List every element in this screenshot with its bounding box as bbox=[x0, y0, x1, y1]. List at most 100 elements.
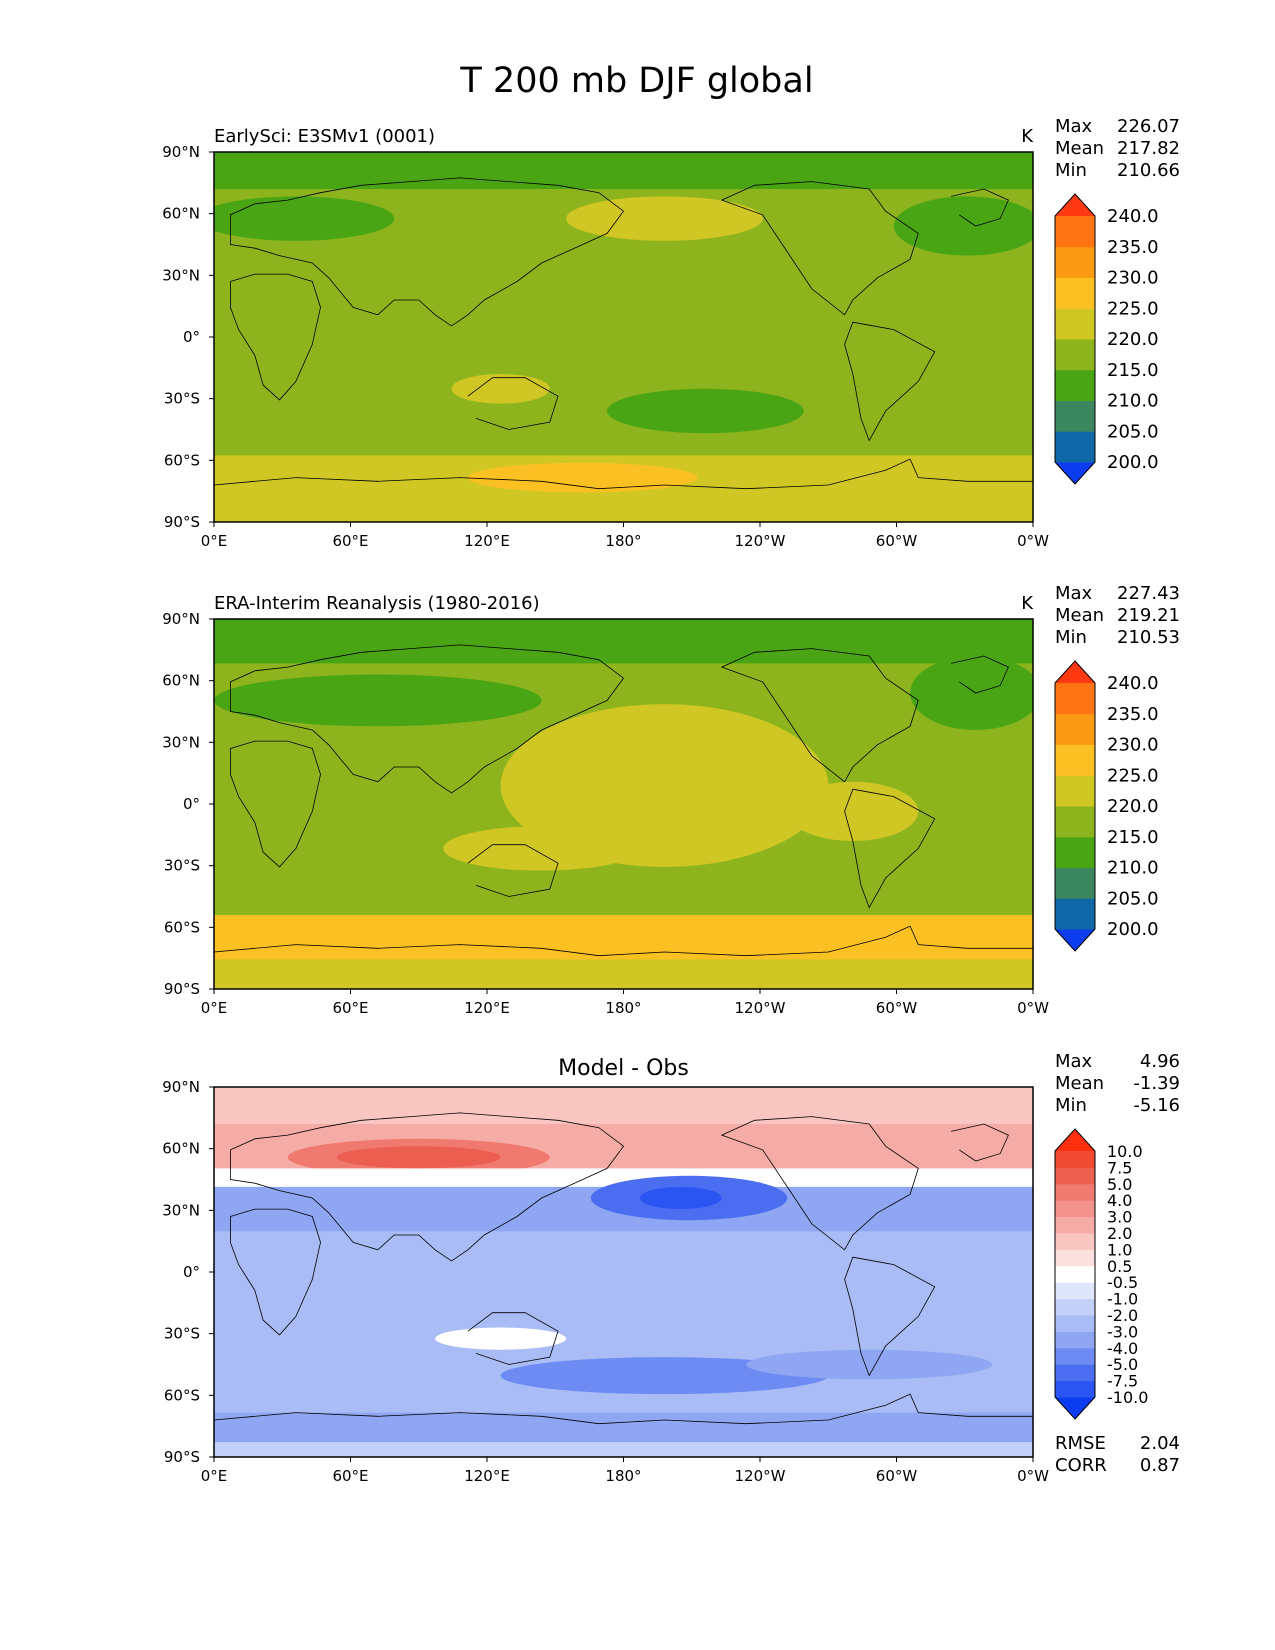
colorbar-segment bbox=[1055, 1216, 1095, 1234]
y-tick-label: 60°S bbox=[164, 1386, 200, 1404]
x-tick-label: 0°E bbox=[201, 532, 228, 550]
y-tick-label: 0° bbox=[183, 795, 200, 813]
colorbar-segment bbox=[1055, 339, 1095, 371]
colorbar-segment bbox=[1055, 867, 1095, 899]
colorbar-segment bbox=[1055, 369, 1095, 401]
map-contour-band bbox=[214, 196, 395, 241]
x-tick-label: 120°W bbox=[735, 532, 786, 550]
y-tick-label: 30°S bbox=[164, 1325, 200, 1343]
colorbar-tick-label: 10.0 bbox=[1107, 1142, 1143, 1161]
coastline bbox=[467, 1312, 559, 1365]
map-contour-band bbox=[451, 374, 550, 404]
colorbar-segment bbox=[1055, 1282, 1095, 1300]
panel-title-center: Model - Obs bbox=[558, 1056, 689, 1081]
colorbar-extend-max bbox=[1055, 661, 1095, 683]
colorbar-tick-label: 5.0 bbox=[1107, 1175, 1132, 1194]
colorbar-extend-max bbox=[1055, 194, 1095, 216]
map-contour-band bbox=[566, 196, 763, 241]
stat-value-mean: 219.21 bbox=[1117, 605, 1180, 626]
map-contour-band bbox=[607, 388, 804, 434]
map-contour-band bbox=[500, 704, 829, 867]
stat-value-mean: -1.39 bbox=[1133, 1073, 1180, 1094]
colorbar-segment bbox=[1055, 308, 1095, 340]
panel-diff: Model - Obs 0°E 60°E 120°E 180° 120°W 60°W 0°W 9… bbox=[162, 1051, 1180, 1485]
colorbar-segment bbox=[1055, 744, 1095, 776]
colorbar-tick-label: 205.0 bbox=[1107, 888, 1159, 909]
colorbar-segment bbox=[1055, 216, 1095, 248]
colorbar-segment bbox=[1055, 713, 1095, 745]
colorbar-tick-label: 210.0 bbox=[1107, 858, 1159, 879]
coastline bbox=[844, 321, 936, 442]
colorbar-tick-label: 4.0 bbox=[1107, 1191, 1132, 1210]
x-tick-label: 0°E bbox=[201, 1467, 228, 1485]
stat-label-min: Min bbox=[1055, 160, 1087, 181]
colorbar-segment bbox=[1055, 400, 1095, 432]
map-contour-band bbox=[910, 656, 1033, 730]
colorbar-tick-label: -5.0 bbox=[1107, 1355, 1138, 1374]
stat-label-max: Max bbox=[1055, 116, 1093, 137]
colorbar-segment bbox=[1055, 1233, 1095, 1250]
colorbar-tick-label: 1.0 bbox=[1107, 1240, 1132, 1259]
colorbar-tick-label: 210.0 bbox=[1107, 391, 1159, 412]
map-contour-band bbox=[214, 1412, 1033, 1443]
colorbar-tick-label: 220.0 bbox=[1107, 796, 1159, 817]
map-contour-band bbox=[500, 1357, 829, 1395]
map-contour-band bbox=[787, 781, 919, 842]
panel-test: EarlySci: E3SMv1 (0001) K 0°E 60°E 120°E 180°… bbox=[162, 116, 1180, 550]
colorbar-tick-label: 225.0 bbox=[1107, 298, 1159, 319]
colorbar-tick-label: 2.0 bbox=[1107, 1224, 1132, 1243]
x-tick-label: 0°W bbox=[1017, 532, 1049, 550]
x-tick-label: 120°W bbox=[735, 1467, 786, 1485]
stat-label-min: Min bbox=[1055, 1095, 1087, 1116]
colorbar-segment bbox=[1055, 1380, 1095, 1398]
panel-title-left: ERA-Interim Reanalysis (1980-2016) bbox=[214, 593, 540, 614]
colorbar-tick-label: -4.0 bbox=[1107, 1339, 1138, 1358]
y-tick-label: 90°N bbox=[162, 610, 200, 628]
colorbar-tick-label: 220.0 bbox=[1107, 329, 1159, 350]
colorbar-segment bbox=[1055, 775, 1095, 807]
colorbar-tick-label: 225.0 bbox=[1107, 765, 1159, 786]
colorbar-tick-label: 7.5 bbox=[1107, 1158, 1132, 1177]
map-contour-band bbox=[214, 1442, 1033, 1457]
y-tick-label: 90°S bbox=[164, 513, 200, 531]
colorbar-extend-min bbox=[1055, 929, 1095, 951]
panel-ref: ERA-Interim Reanalysis (1980-2016) K 0°E 60… bbox=[162, 583, 1180, 1017]
x-tick-label: 60°W bbox=[876, 999, 918, 1017]
stat-value-min: -5.16 bbox=[1133, 1095, 1180, 1116]
coastline bbox=[720, 181, 919, 316]
x-tick-label: 180° bbox=[605, 999, 641, 1017]
colorbar-segment bbox=[1055, 1151, 1095, 1168]
coastline bbox=[230, 273, 321, 401]
colorbar-segment bbox=[1055, 277, 1095, 309]
coastline bbox=[214, 925, 1033, 957]
colorbar-segment bbox=[1055, 1315, 1095, 1332]
y-tick-label: 60°N bbox=[162, 205, 200, 223]
map-contour-band bbox=[795, 1131, 1025, 1176]
colorbar-tick-label: 240.0 bbox=[1107, 673, 1159, 694]
x-tick-label: 60°W bbox=[876, 532, 918, 550]
colorbar-tick-label: 235.0 bbox=[1107, 237, 1159, 258]
coastline bbox=[230, 740, 321, 868]
stat-value-max: 4.96 bbox=[1140, 1051, 1180, 1072]
coastline bbox=[951, 1123, 1009, 1162]
y-tick-label: 60°S bbox=[164, 451, 200, 469]
stat-label-corr: CORR bbox=[1055, 1455, 1107, 1476]
x-tick-label: 120°E bbox=[464, 532, 510, 550]
colorbar-tick-label: 205.0 bbox=[1107, 421, 1159, 442]
map-contour-band bbox=[214, 959, 1033, 989]
stat-label-mean: Mean bbox=[1055, 605, 1104, 626]
y-tick-label: 30°N bbox=[162, 733, 200, 751]
coastline bbox=[230, 177, 625, 327]
map-contour-band bbox=[435, 1327, 567, 1350]
y-tick-label: 60°N bbox=[162, 672, 200, 690]
y-tick-label: 60°N bbox=[162, 1140, 200, 1158]
y-tick-label: 90°N bbox=[162, 143, 200, 161]
colorbar-segment bbox=[1055, 1249, 1095, 1267]
coastline bbox=[844, 1256, 936, 1377]
stat-value-min: 210.66 bbox=[1117, 160, 1180, 181]
y-tick-label: 90°N bbox=[162, 1078, 200, 1096]
coastline bbox=[230, 1112, 625, 1262]
map-contour-band bbox=[746, 1349, 993, 1380]
panel-title-left: EarlySci: E3SMv1 (0001) bbox=[214, 126, 435, 147]
